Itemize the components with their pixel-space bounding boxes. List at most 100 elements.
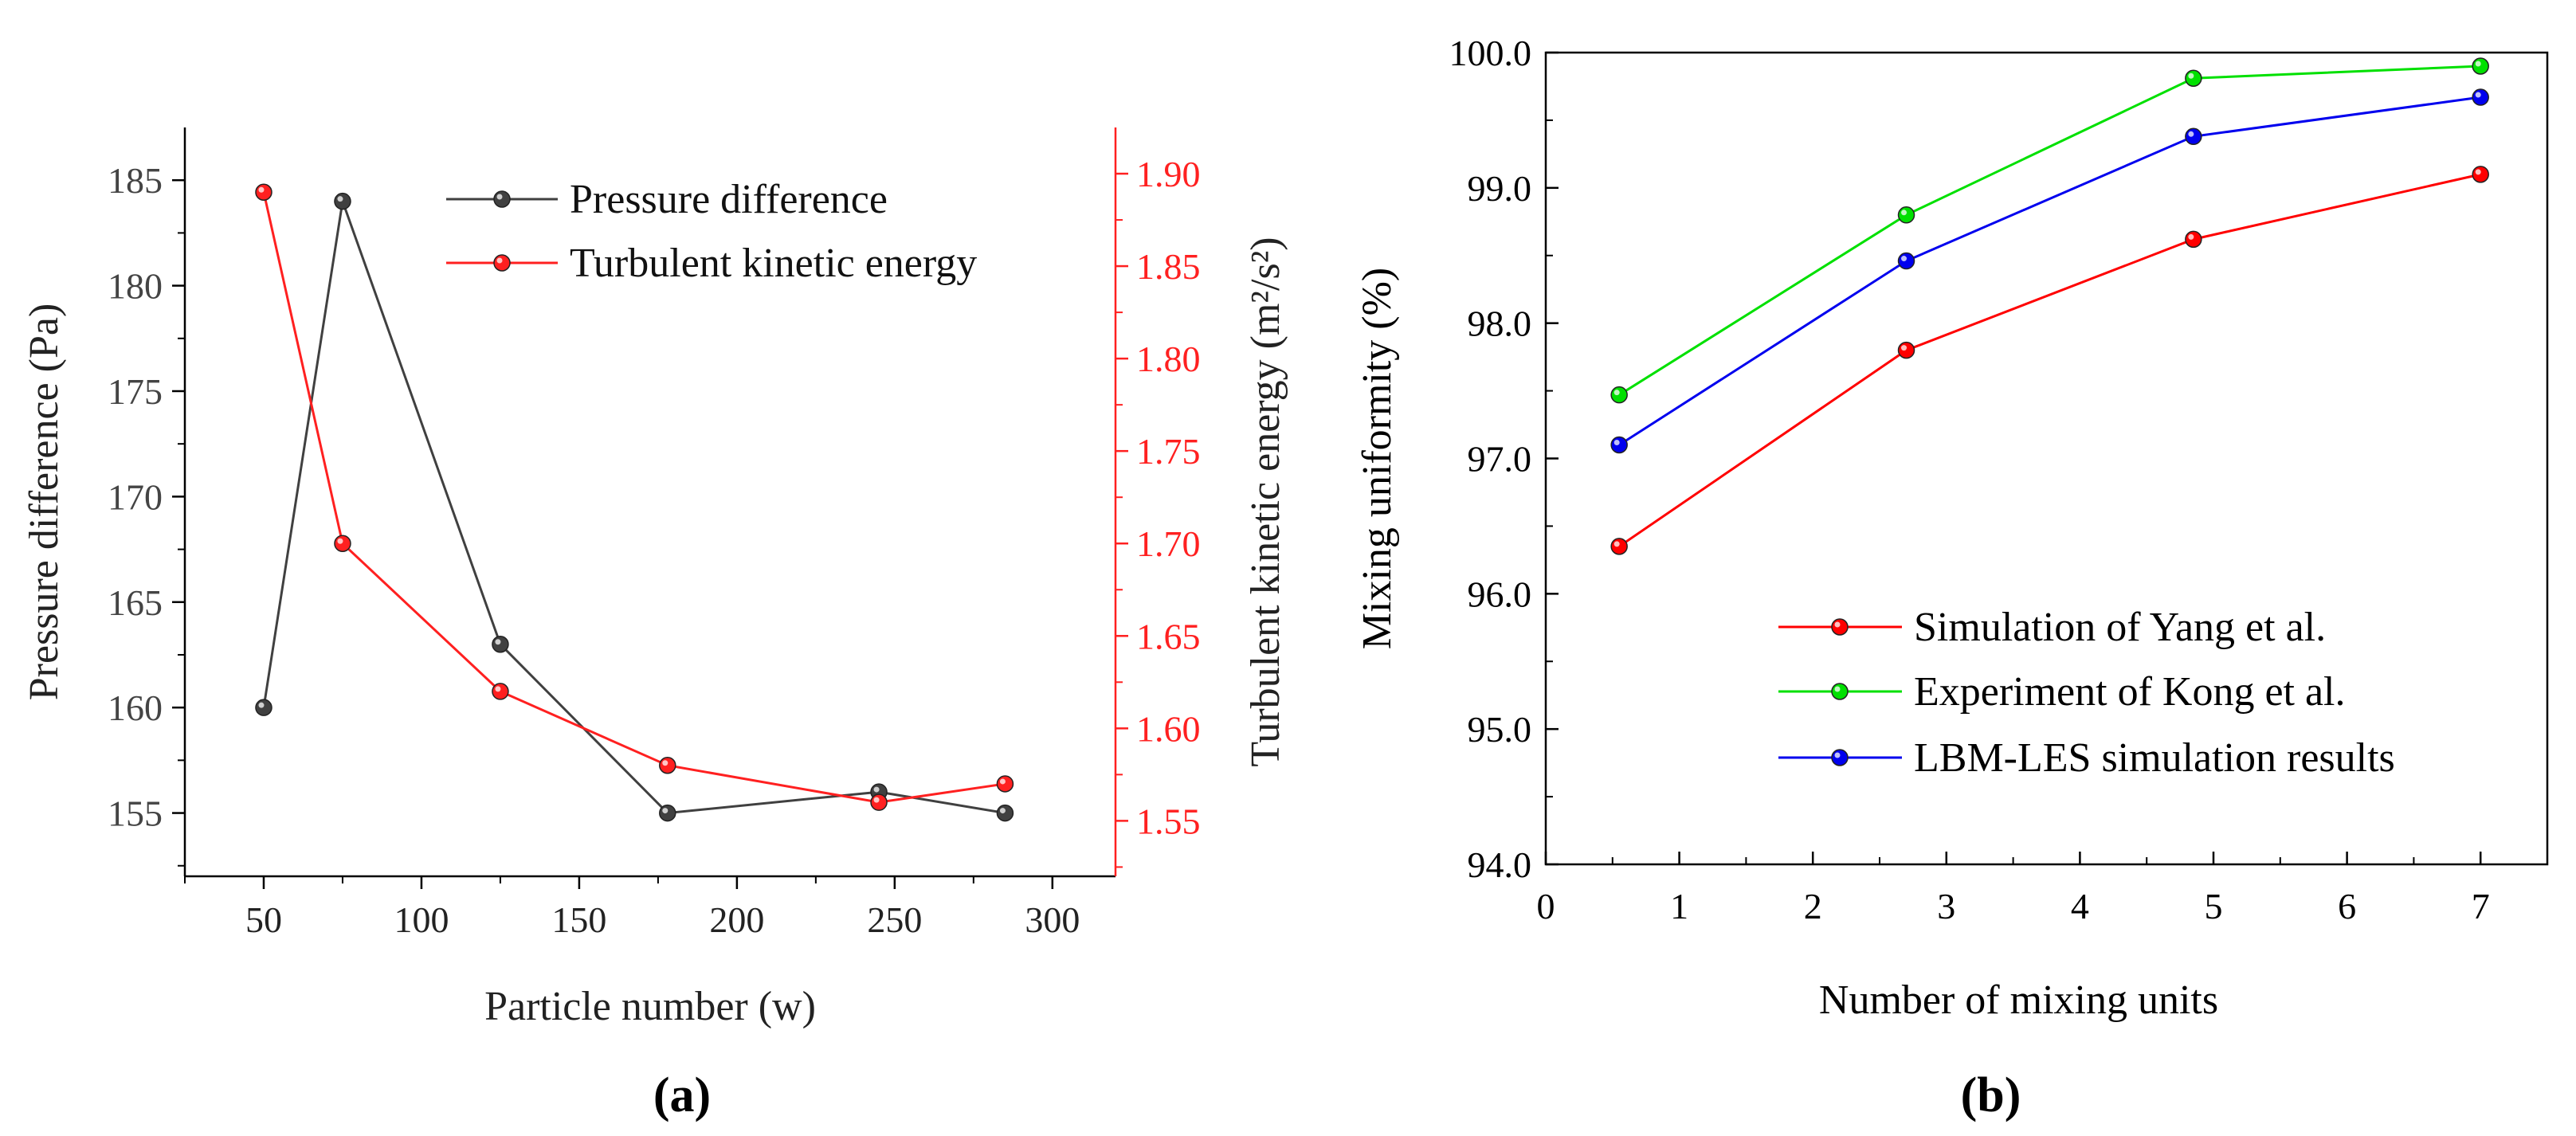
data-point-yang-marker [1897, 341, 1915, 359]
data-point-pressure [334, 192, 351, 210]
data-point-lbm [1897, 252, 1915, 270]
data-point-tke-highlight [662, 760, 669, 766]
data-point-kong [2185, 69, 2202, 88]
data-point-kong-marker [1610, 386, 1628, 404]
data-point-pressure [492, 635, 509, 653]
data-point-kong-highlight [2188, 72, 2194, 79]
data-point-yang [2472, 166, 2489, 183]
x-tick-label: 2 [1804, 886, 1822, 926]
data-point-tke [870, 793, 888, 811]
y-left-tick-label: 170 [108, 476, 163, 517]
legend-marker-highlight [496, 257, 503, 264]
data-point-kong-highlight [1613, 390, 1620, 396]
data-point-kong [1610, 386, 1628, 404]
y-left-tick-label: 155 [108, 793, 163, 834]
data-point-pressure-marker [659, 804, 676, 822]
y-axis-label: Mixing uniformity (%) [1355, 268, 1400, 650]
data-point-yang-marker [2185, 230, 2202, 249]
panel-a: 50 100 150 200 250 300 155 160 165 170 175 180 185 1.… [22, 127, 1288, 1122]
data-point-tke-marker [492, 683, 509, 700]
y-right-tick-label: 1.70 [1136, 523, 1201, 564]
data-point-pressure-highlight [495, 639, 501, 645]
legend-marker-highlight [1834, 686, 1841, 692]
data-point-pressure-marker [996, 804, 1014, 822]
y-left-tick-label: 160 [108, 687, 163, 728]
data-point-lbm-marker [2185, 127, 2202, 146]
legend-marker-marker [493, 254, 511, 272]
legend-label: Turbulent kinetic energy [570, 241, 977, 286]
legend-marker [493, 254, 511, 272]
data-point-pressure-highlight [662, 808, 669, 814]
data-point-tke [996, 775, 1014, 793]
legend-label: Pressure difference [570, 177, 888, 222]
data-point-pressure-highlight [337, 196, 343, 202]
legend-marker [493, 190, 511, 208]
data-point-kong-marker [2185, 69, 2202, 88]
legend-marker [1831, 683, 1849, 700]
y-left-tick-label: 180 [108, 266, 163, 307]
legend-marker-marker [493, 190, 511, 208]
data-point-kong-marker [2472, 57, 2489, 75]
data-point-yang [1897, 341, 1915, 359]
y-tick-label: 97.0 [1468, 439, 1532, 480]
y-tick-label: 98.0 [1468, 304, 1532, 344]
legend-label: Experiment of Kong et al. [1914, 669, 2346, 715]
data-point-tke-highlight [337, 538, 343, 544]
x-tick-label: 250 [867, 899, 922, 940]
data-point-kong [2472, 57, 2489, 75]
data-point-yang-marker [2472, 166, 2489, 183]
y-right-tick-label: 1.90 [1136, 154, 1201, 194]
data-point-yang [2185, 230, 2202, 249]
data-point-tke-marker [255, 183, 272, 201]
legend-marker [1831, 618, 1849, 636]
data-point-pressure-marker [492, 635, 509, 653]
x-tick-label: 6 [2338, 886, 2356, 926]
y-right-tick-label: 1.75 [1136, 431, 1201, 472]
y-left-tick-label: 185 [108, 160, 163, 201]
data-point-pressure [255, 699, 272, 716]
x-tick-label: 100 [394, 899, 449, 940]
data-point-tke [659, 756, 676, 774]
panel-label-a: (a) [653, 1068, 711, 1122]
legend-marker-marker [1831, 749, 1849, 766]
y-right-axis-label: Turbulent kinetic energy (m²/s²) [1243, 237, 1288, 766]
data-point-yang-marker [1610, 538, 1628, 555]
x-tick-label: 7 [2472, 886, 2490, 926]
data-point-lbm-highlight [2188, 131, 2194, 137]
x-tick-label: 300 [1025, 899, 1080, 940]
data-point-lbm-marker [1610, 436, 1628, 454]
data-point-pressure-highlight [873, 786, 880, 793]
data-point-lbm [2185, 127, 2202, 146]
data-point-tke-marker [659, 756, 676, 774]
x-tick-label: 50 [245, 899, 282, 940]
data-point-yang-highlight [2188, 233, 2194, 240]
data-point-tke-marker [334, 535, 351, 552]
data-point-yang-highlight [2475, 169, 2481, 175]
y-right-tick-label: 1.85 [1136, 246, 1201, 287]
panel-label-b: (b) [1961, 1068, 2021, 1122]
data-point-tke-highlight [999, 778, 1006, 785]
y-tick-label: 95.0 [1468, 709, 1532, 750]
x-tick-label: 5 [2205, 886, 2223, 926]
data-point-tke-highlight [873, 797, 880, 803]
data-point-lbm-highlight [2475, 92, 2481, 98]
legend-marker-marker [1831, 683, 1849, 700]
data-point-lbm-marker [2472, 88, 2489, 106]
y-tick-label: 100.0 [1449, 33, 1532, 73]
data-point-tke-marker [870, 793, 888, 811]
x-tick-label: 4 [2071, 886, 2089, 926]
data-point-lbm [2472, 88, 2489, 106]
data-point-kong-highlight [1901, 210, 1907, 216]
x-tick-label: 1 [1670, 886, 1688, 926]
series-line-lbm [1618, 96, 2481, 446]
legend-label: Simulation of Yang et al. [1914, 605, 2326, 650]
data-point-pressure-marker [334, 192, 351, 210]
data-point-tke-marker [996, 775, 1014, 793]
data-point-yang-highlight [1901, 345, 1907, 351]
data-point-yang [1610, 538, 1628, 555]
data-point-kong [1897, 206, 1915, 224]
legend-marker-highlight [1834, 621, 1841, 628]
x-axis-label: Number of mixing units [1819, 977, 2218, 1023]
data-point-pressure [996, 804, 1014, 822]
